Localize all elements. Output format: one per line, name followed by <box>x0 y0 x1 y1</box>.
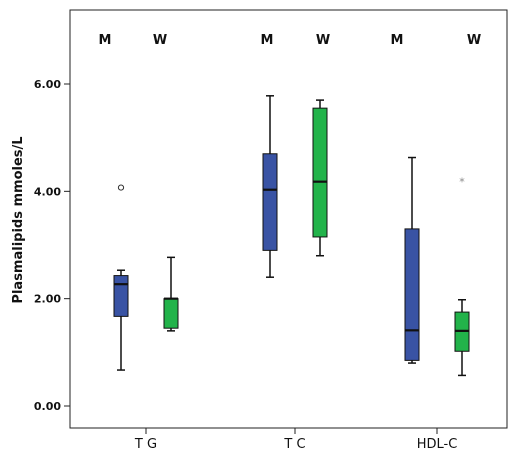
outlier-point <box>117 184 125 191</box>
x-category-label: T C <box>283 437 305 452</box>
box-tg-w <box>163 256 179 332</box>
box-hdl-c-w: * <box>454 176 470 377</box>
plot-frame <box>69 9 508 429</box>
group-label-m: M <box>391 33 404 48</box>
iqr-box <box>163 298 179 329</box>
iqr-box <box>262 153 278 251</box>
iqr-box <box>404 228 420 361</box>
group-label-w: W <box>467 33 481 48</box>
y-axis-label: Plasmalipids mmoles/L <box>11 136 26 303</box>
x-category-label: HDL-C <box>417 437 458 452</box>
iqr-box <box>312 107 328 238</box>
axes: 0.00 2.00 4.00 6.00 T G T C HDL-C M W M W M W <box>34 9 508 452</box>
group-label-m: M <box>99 33 112 48</box>
box-tg-m <box>113 184 129 371</box>
y-tick-label: 2.00 <box>34 293 61 306</box>
group-label-w: W <box>316 33 330 48</box>
box-hdl-c-m <box>404 156 420 364</box>
group-label-w: W <box>153 33 167 48</box>
y-axis-label-group: Plasmalipids mmoles/L <box>11 136 26 303</box>
box-tc-w <box>312 99 328 257</box>
group-label-m: M <box>261 33 274 48</box>
iqr-box <box>113 275 129 317</box>
y-tick-label: 4.00 <box>34 185 61 198</box>
y-tick-label: 6.00 <box>34 78 61 91</box>
box-marks: * <box>113 95 470 377</box>
x-category-label: T G <box>134 437 157 452</box>
extreme-point: * <box>459 176 465 189</box>
box-tc-m <box>262 95 278 278</box>
y-tick-label: 0.00 <box>34 400 61 413</box>
